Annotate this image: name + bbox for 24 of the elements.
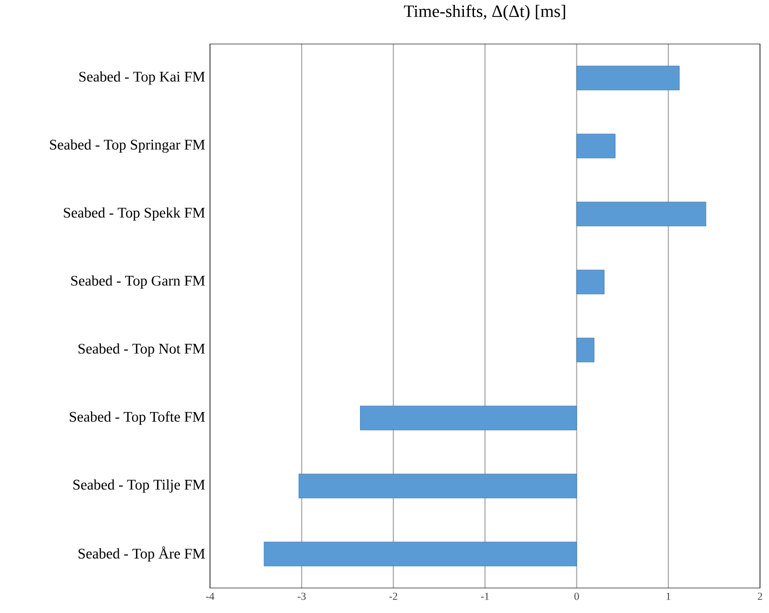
x-tick-label: 0 [574,592,579,600]
x-tick-label: 2 [758,592,762,600]
y-tick-label: Seabed - Top Tofte FM [70,411,205,425]
x-tick-label: -4 [206,592,214,600]
x-tick-label: -1 [480,592,489,600]
x-tick-label: -3 [298,592,306,600]
y-tick-label: Seabed - Top Not FM [78,343,205,357]
bar [360,406,577,430]
x-tick-label: 1 [666,592,670,600]
bar [576,270,604,294]
y-tick-label: Seabed - Top Tilje FM [73,479,205,493]
bar [576,338,594,362]
bar [576,134,616,158]
y-tick-label: Seabed - Top Garn FM [71,275,205,289]
y-tick-label: Seabed - Top Springar FM [50,139,205,153]
bar [576,202,706,226]
bar [298,474,577,498]
y-tick-label: Seabed - Top Kai FM [79,71,205,85]
y-tick-label: Seabed - Top Åre FM [78,546,205,562]
y-tick-label: Seabed - Top Spekk FM [64,207,205,221]
bar [264,542,577,566]
bar [576,66,680,90]
chart-title: Time-shifts, Δ(Δt) [ms] [404,4,566,21]
x-tick-label: -2 [389,592,398,600]
